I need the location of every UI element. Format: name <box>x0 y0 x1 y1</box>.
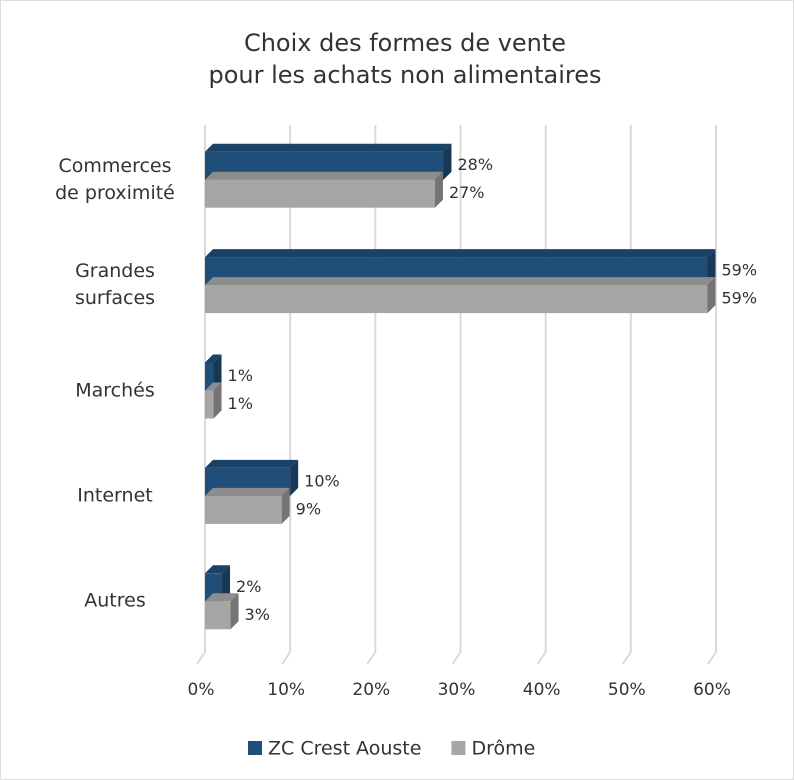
bar-side <box>281 487 290 524</box>
value-label: 9% <box>296 499 321 518</box>
bar-front <box>205 362 214 391</box>
value-label: 28% <box>457 155 493 174</box>
bar-top <box>205 487 290 496</box>
value-label: 10% <box>304 471 340 490</box>
bar-top <box>205 565 231 574</box>
bar <box>205 354 222 391</box>
grid-line <box>196 651 206 665</box>
bar-side <box>707 249 716 286</box>
category-label: Commerces de proximité <box>55 154 175 204</box>
value-label: 27% <box>449 183 485 202</box>
value-label: 3% <box>245 605 270 624</box>
grid-line <box>536 651 547 665</box>
x-tick-label: 0% <box>188 680 215 700</box>
category-label: Marchés <box>75 379 155 401</box>
bar-top <box>205 593 239 602</box>
bar <box>205 382 222 419</box>
bar-front <box>205 285 708 314</box>
bar-side <box>290 459 299 496</box>
bar-top <box>205 171 443 180</box>
bar-top <box>205 277 716 286</box>
bar-front <box>205 390 214 419</box>
value-label: 2% <box>236 577 261 596</box>
bar-side <box>222 565 231 602</box>
value-label: 59% <box>721 289 757 308</box>
grid-line <box>622 651 632 665</box>
x-tick-label: 20% <box>352 680 390 700</box>
value-label: 59% <box>721 261 757 280</box>
bar-side <box>230 593 239 630</box>
bar <box>205 593 239 630</box>
grid-line <box>707 651 717 665</box>
bar-front <box>205 601 231 630</box>
bar-side <box>213 354 222 391</box>
legend-label: Drôme <box>471 738 535 760</box>
bar <box>205 487 290 524</box>
bar-side <box>707 277 716 314</box>
x-tick-label: 60% <box>693 680 731 700</box>
chart-title: Choix des formes de vente <box>244 29 566 57</box>
bar-side <box>213 382 222 419</box>
category-label: Internet <box>77 484 153 507</box>
bar-side <box>443 143 452 180</box>
legend-swatch <box>451 741 466 755</box>
category-label: Autres <box>84 589 146 612</box>
bar-front <box>205 495 282 524</box>
category-label: Grandes surfaces <box>74 260 156 310</box>
bar-top <box>205 249 716 258</box>
chart-title: pour les achats non alimentaires <box>208 61 601 89</box>
legend-label: ZC Crest Aouste <box>268 738 421 760</box>
grid-line <box>281 651 291 665</box>
bar-front <box>205 179 435 208</box>
legend-swatch <box>248 741 262 755</box>
value-label: 1% <box>228 366 253 385</box>
grid-line <box>451 651 462 665</box>
bar <box>205 171 443 208</box>
x-tick-label: 10% <box>267 680 305 700</box>
bar-top <box>205 382 222 391</box>
x-tick-label: 30% <box>438 680 476 700</box>
bar-top <box>205 354 222 363</box>
grid-line <box>366 651 377 665</box>
x-tick-label: 40% <box>523 680 561 700</box>
bar-side <box>434 171 443 208</box>
bar-top <box>205 459 299 468</box>
bar <box>205 277 716 314</box>
x-tick-label: 50% <box>608 680 646 700</box>
bar-top <box>205 143 452 152</box>
value-label: 1% <box>228 394 253 413</box>
